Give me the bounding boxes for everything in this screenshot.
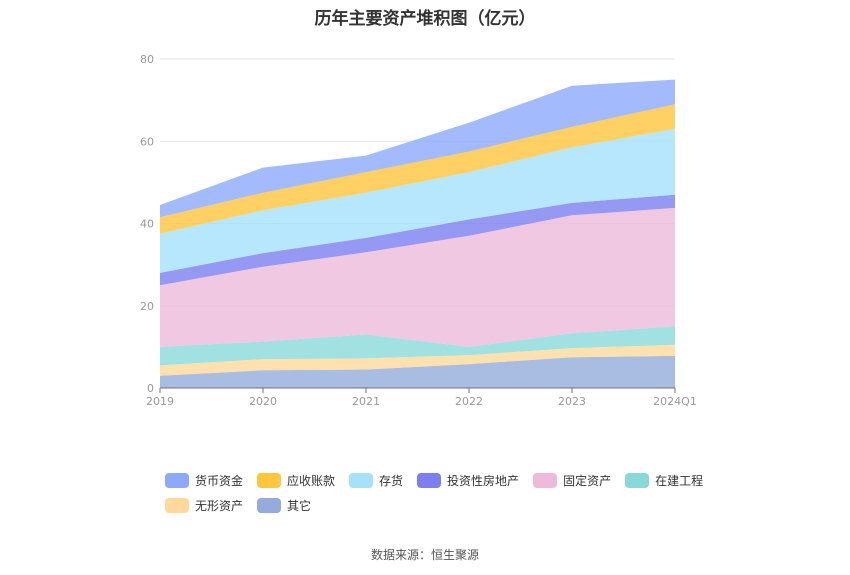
area-series-1[interactable] bbox=[160, 344, 675, 376]
area-series-4[interactable] bbox=[160, 194, 675, 286]
area-series-5[interactable] bbox=[160, 128, 675, 273]
area-layer bbox=[160, 79, 675, 388]
area-series-6[interactable] bbox=[160, 104, 675, 234]
legend-item[interactable]: 应收账款 bbox=[257, 472, 335, 489]
y-tick-label: 40 bbox=[140, 218, 154, 231]
y-tick-label: 80 bbox=[140, 53, 154, 66]
legend-swatch bbox=[165, 473, 189, 488]
legend-label: 在建工程 bbox=[655, 474, 704, 488]
legend-label: 其它 bbox=[287, 499, 312, 513]
legend-label: 固定资产 bbox=[563, 474, 612, 488]
legend-item[interactable]: 无形资产 bbox=[165, 497, 243, 514]
chart-title: 历年主要资产堆积图（亿元） bbox=[314, 9, 536, 29]
x-tick-label: 2019 bbox=[146, 395, 174, 408]
x-tick-label: 2021 bbox=[352, 395, 380, 408]
legend-swatch bbox=[417, 473, 442, 488]
legend-swatch bbox=[533, 473, 558, 488]
y-tick-label: 20 bbox=[140, 300, 154, 313]
legend-label: 存货 bbox=[379, 474, 404, 488]
legend-swatch bbox=[257, 498, 282, 513]
y-tick-label: 60 bbox=[140, 135, 154, 148]
x-tick-label: 2023 bbox=[558, 395, 586, 408]
legend-swatch bbox=[165, 498, 189, 513]
x-tick-label: 2020 bbox=[249, 395, 277, 408]
legend-label: 货币资金 bbox=[195, 474, 244, 488]
legend-item[interactable]: 固定资产 bbox=[533, 472, 611, 489]
legend-item[interactable]: 货币资金 bbox=[165, 472, 243, 489]
area-series-0[interactable] bbox=[160, 355, 675, 388]
legend-swatch bbox=[257, 473, 282, 488]
x-tick-label: 2024Q1 bbox=[653, 395, 697, 408]
axis-layer: 0 20 40 60 80 2019 2020 2021 2022 2023 2024Q1 bbox=[140, 53, 697, 408]
legend-label: 无形资产 bbox=[195, 499, 244, 513]
x-tick-label: 2022 bbox=[455, 395, 483, 408]
legend-item[interactable]: 存货 bbox=[349, 472, 403, 489]
data-source: 数据来源：恒生聚源 bbox=[370, 548, 479, 562]
legend-item[interactable]: 其它 bbox=[257, 497, 311, 514]
y-tick-label: 0 bbox=[147, 382, 154, 395]
legend-label: 应收账款 bbox=[287, 474, 336, 488]
legend: 货币资金 应收账款 存货 投资性房地产 固定资产 在建工程无形资产 其它 bbox=[165, 472, 725, 514]
legend-item[interactable]: 在建工程 bbox=[625, 472, 703, 489]
legend-swatch bbox=[349, 473, 374, 488]
legend-label: 投资性房地产 bbox=[447, 474, 520, 488]
area-series-7[interactable] bbox=[160, 79, 675, 218]
area-series-2[interactable] bbox=[160, 326, 675, 366]
area-series-3[interactable] bbox=[160, 207, 675, 347]
legend-swatch bbox=[625, 473, 650, 488]
legend-item[interactable]: 投资性房地产 bbox=[417, 472, 519, 489]
